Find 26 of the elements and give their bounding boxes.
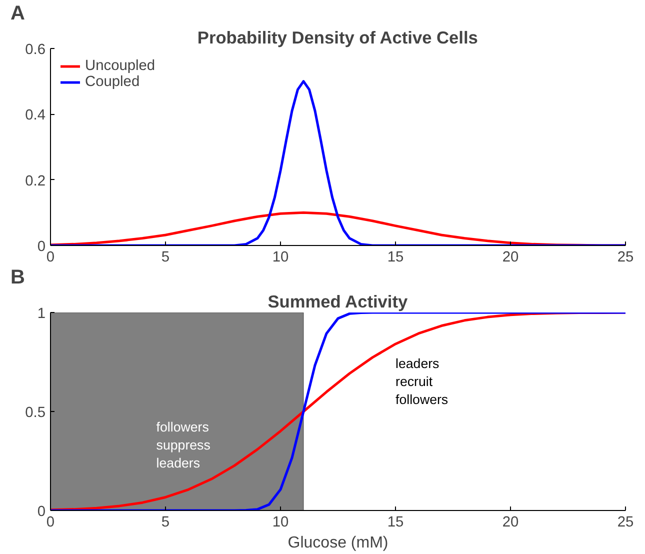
y-tick-label: 0.5 xyxy=(25,405,46,421)
legend-label: Coupled xyxy=(85,74,140,90)
y-tick-label: 0 xyxy=(37,239,46,255)
legend-label: Uncoupled xyxy=(85,58,156,74)
chart-title: Probability Density of Active Cells xyxy=(197,28,478,48)
y-tick-label: 0 xyxy=(37,504,46,520)
y-tick-label: 0.2 xyxy=(25,173,46,190)
y-tick-label: 0.4 xyxy=(25,108,46,124)
chart-title: Summed Activity xyxy=(268,292,408,312)
x-tick-label: 15 xyxy=(387,514,404,530)
text: B xyxy=(10,266,25,288)
x-tick-label: 20 xyxy=(502,514,519,530)
x-tick-label: 5 xyxy=(161,250,170,266)
x-tick-label: 10 xyxy=(272,514,289,530)
text: A xyxy=(10,2,25,24)
x-tick-label: 25 xyxy=(617,514,634,530)
y-tick-label: 0.6 xyxy=(25,42,46,58)
x-tick-label: 5 xyxy=(161,514,170,530)
x-tick-label: 25 xyxy=(617,250,634,266)
x-tick-label: 20 xyxy=(502,250,519,266)
x-tick-label: 10 xyxy=(272,250,289,266)
x-axis-title: Glucose (mM) xyxy=(288,534,388,552)
annotation: leaders recruit followers xyxy=(396,356,448,408)
y-tick-label: 1 xyxy=(37,306,46,322)
annotation: followers suppress leaders xyxy=(156,419,211,470)
x-tick-label: 15 xyxy=(387,250,404,266)
